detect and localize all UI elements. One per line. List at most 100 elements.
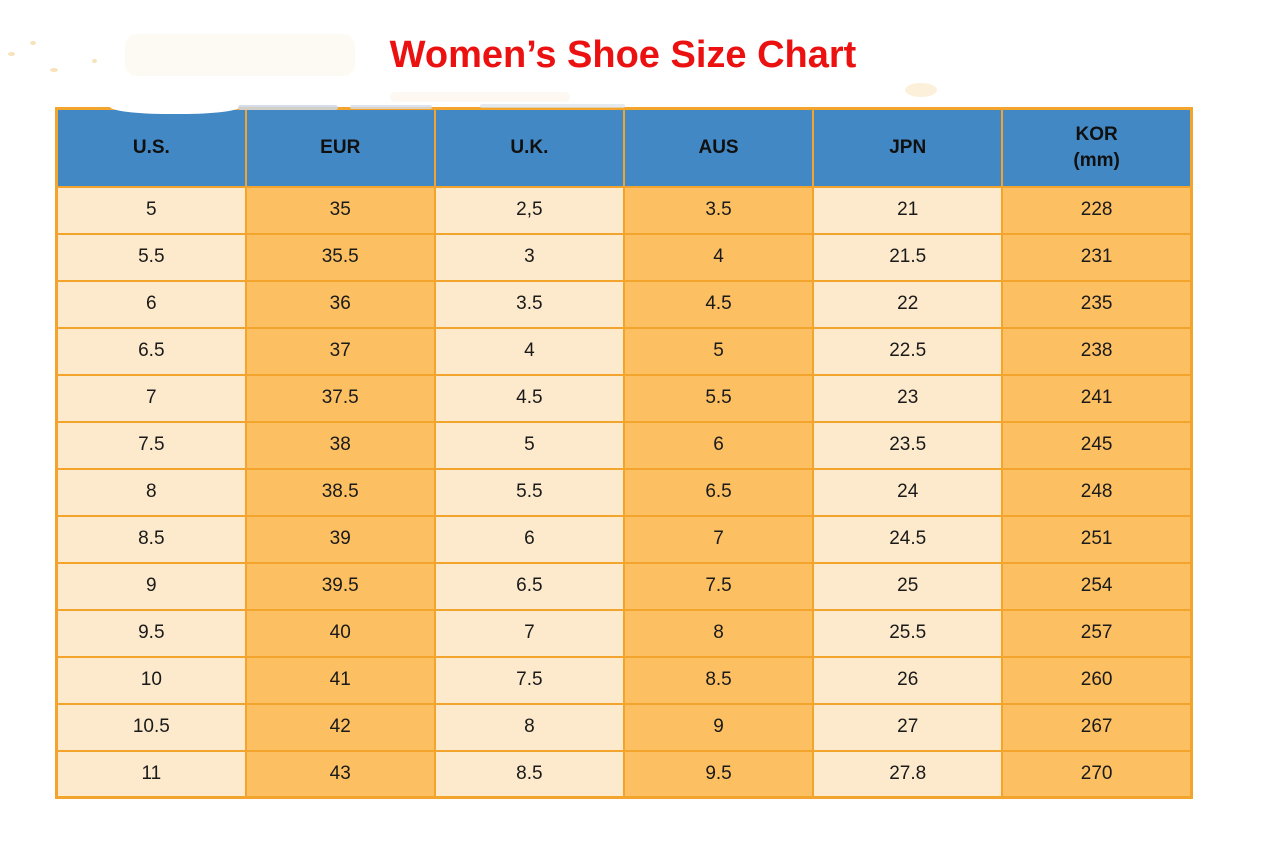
size-cell: 7 xyxy=(55,373,247,423)
size-cell: 251 xyxy=(1001,514,1193,564)
size-cell: 4.5 xyxy=(433,373,625,423)
table-row: 5 35 2,5 3.5 21 228 xyxy=(55,185,1193,235)
header-cell-uk: U.K. xyxy=(433,107,625,188)
table-row: 8 38.5 5.5 6.5 24 248 xyxy=(55,467,1193,517)
header-label: AUS xyxy=(698,136,739,158)
size-cell: 254 xyxy=(1001,561,1193,611)
size-cell: 9.5 xyxy=(622,749,815,799)
size-cell: 3.5 xyxy=(433,279,625,329)
header-label: U.K. xyxy=(510,136,549,158)
table-row: 6.5 37 4 5 22.5 238 xyxy=(55,326,1193,376)
table-row: 6 36 3.5 4.5 22 235 xyxy=(55,279,1193,329)
size-cell: 6 xyxy=(622,420,815,470)
size-cell: 8 xyxy=(622,608,815,658)
size-cell: 11 xyxy=(55,749,247,799)
size-cell: 5.5 xyxy=(55,232,247,282)
size-cell: 4.5 xyxy=(622,279,815,329)
size-cell: 22 xyxy=(812,279,1004,329)
size-cell: 238 xyxy=(1001,326,1193,376)
size-cell: 8.5 xyxy=(433,749,625,799)
header-label: KOR xyxy=(1075,124,1118,146)
size-cell: 3.5 xyxy=(622,185,815,235)
size-cell: 245 xyxy=(1001,420,1193,470)
size-cell: 9.5 xyxy=(55,608,247,658)
table-row: 10 41 7.5 8.5 26 260 xyxy=(55,655,1193,705)
table-row: 5.5 35.5 3 4 21.5 231 xyxy=(55,232,1193,282)
size-cell: 35.5 xyxy=(244,232,436,282)
size-cell: 43 xyxy=(244,749,436,799)
size-cell: 8.5 xyxy=(55,514,247,564)
table-body: 5 35 2,5 3.5 21 228 5.5 35.5 3 4 21.5 231 6 36 3.5 4.5 2… xyxy=(55,185,1193,799)
size-cell: 4 xyxy=(433,326,625,376)
table-row: 7 37.5 4.5 5.5 23 241 xyxy=(55,373,1193,423)
table-row: 8.5 39 6 7 24.5 251 xyxy=(55,514,1193,564)
size-cell: 10.5 xyxy=(55,702,247,752)
size-cell: 257 xyxy=(1001,608,1193,658)
size-cell: 267 xyxy=(1001,702,1193,752)
header-cell-kor: KOR (mm) xyxy=(1001,107,1193,188)
size-cell: 248 xyxy=(1001,467,1193,517)
smudge-artifact xyxy=(390,92,570,102)
size-cell: 4 xyxy=(622,232,815,282)
size-cell: 38 xyxy=(244,420,436,470)
size-cell: 39 xyxy=(244,514,436,564)
header-cell-us: U.S. xyxy=(55,107,247,188)
table-row: 9.5 40 7 8 25.5 257 xyxy=(55,608,1193,658)
size-cell: 40 xyxy=(244,608,436,658)
size-cell: 21 xyxy=(812,185,1004,235)
size-cell: 23 xyxy=(812,373,1004,423)
table-header-row: U.S. EUR U.K. AUS JPN KOR (mm) xyxy=(55,107,1193,188)
size-cell: 23.5 xyxy=(812,420,1004,470)
size-cell: 36 xyxy=(244,279,436,329)
size-cell: 27 xyxy=(812,702,1004,752)
size-cell: 6.5 xyxy=(622,467,815,517)
size-cell: 25.5 xyxy=(812,608,1004,658)
size-cell: 6.5 xyxy=(55,326,247,376)
size-cell: 24.5 xyxy=(812,514,1004,564)
size-cell: 5 xyxy=(55,185,247,235)
smudge-artifact xyxy=(905,83,937,97)
size-cell: 9 xyxy=(55,561,247,611)
table-row: 11 43 8.5 9.5 27.8 270 xyxy=(55,749,1193,799)
size-cell: 35 xyxy=(244,185,436,235)
size-cell: 241 xyxy=(1001,373,1193,423)
size-cell: 37 xyxy=(244,326,436,376)
size-cell: 42 xyxy=(244,702,436,752)
size-cell: 235 xyxy=(1001,279,1193,329)
size-cell: 22.5 xyxy=(812,326,1004,376)
size-cell: 8 xyxy=(55,467,247,517)
header-cell-jpn: JPN xyxy=(812,107,1004,188)
size-cell: 38.5 xyxy=(244,467,436,517)
header-label: EUR xyxy=(320,136,361,158)
size-cell: 24 xyxy=(812,467,1004,517)
size-cell: 27.8 xyxy=(812,749,1004,799)
size-cell: 228 xyxy=(1001,185,1193,235)
table-row: 10.5 42 8 9 27 267 xyxy=(55,702,1193,752)
size-cell: 10 xyxy=(55,655,247,705)
size-cell: 9 xyxy=(622,702,815,752)
size-cell: 25 xyxy=(812,561,1004,611)
header-label: JPN xyxy=(889,136,927,158)
size-cell: 7 xyxy=(433,608,625,658)
size-cell: 26 xyxy=(812,655,1004,705)
shoe-size-table: U.S. EUR U.K. AUS JPN KOR (mm) 5 35 2,5 3.5 21 228 5… xyxy=(55,107,1193,799)
size-cell: 270 xyxy=(1001,749,1193,799)
size-cell: 7 xyxy=(622,514,815,564)
size-cell: 21.5 xyxy=(812,232,1004,282)
size-cell: 39.5 xyxy=(244,561,436,611)
size-cell: 8 xyxy=(433,702,625,752)
size-cell: 7.5 xyxy=(433,655,625,705)
size-cell: 37.5 xyxy=(244,373,436,423)
size-cell: 41 xyxy=(244,655,436,705)
table-row: 9 39.5 6.5 7.5 25 254 xyxy=(55,561,1193,611)
size-cell: 6 xyxy=(55,279,247,329)
size-cell: 3 xyxy=(433,232,625,282)
size-cell: 5 xyxy=(622,326,815,376)
page-title: Women’s Shoe Size Chart xyxy=(389,34,857,76)
size-cell: 2,5 xyxy=(433,185,625,235)
size-cell: 5.5 xyxy=(433,467,625,517)
header-label: U.S. xyxy=(132,136,170,158)
size-cell: 5 xyxy=(433,420,625,470)
size-cell: 6 xyxy=(433,514,625,564)
